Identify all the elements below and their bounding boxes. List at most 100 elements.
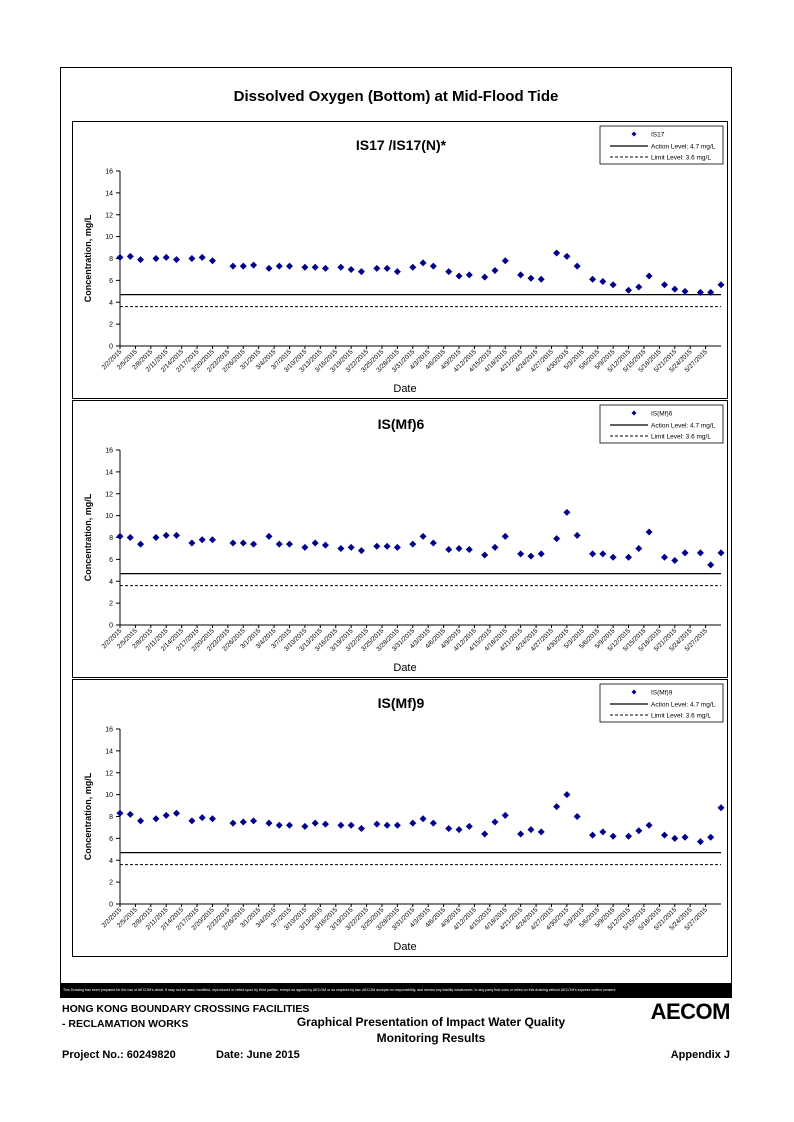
y-tick-label: 14	[105, 190, 113, 197]
data-point	[229, 262, 237, 270]
y-tick-label: 12	[105, 491, 113, 498]
data-point	[116, 532, 124, 540]
legend-label-action: Action Level: 4.7 mg/L	[651, 702, 716, 709]
legend-label-series: IS(Mf)9	[651, 690, 673, 697]
y-tick-label: 4	[109, 579, 113, 586]
footer-project-number: Project No.: 60249820	[62, 1049, 176, 1061]
footer-drawing-title-1: Graphical Presentation of Impact Water Q…	[296, 1015, 566, 1029]
data-point	[501, 257, 509, 265]
data-point	[527, 552, 535, 560]
data-point	[429, 262, 437, 270]
data-point	[126, 252, 134, 260]
data-point	[553, 535, 561, 543]
data-point	[573, 531, 581, 539]
legend-label-series: IS17	[651, 132, 665, 139]
data-point	[393, 821, 401, 829]
data-point	[152, 534, 160, 541]
y-axis-title: Concentration, mg/L	[83, 214, 93, 302]
data-point	[275, 262, 283, 270]
chart-panel-1: IS17 /IS17(N)* 0 2 4 6 8 10 12 14 16 2/2/2015 2/5/2…	[72, 121, 728, 399]
data-point	[347, 543, 355, 551]
data-point	[501, 811, 509, 819]
data-point	[696, 288, 704, 296]
data-point	[301, 263, 309, 271]
data-point	[239, 539, 247, 547]
data-point	[573, 813, 581, 820]
data-point	[681, 287, 689, 295]
y-tick-label: 0	[109, 902, 113, 909]
legend-label-limit: Limit Level: 3.6 mg/L	[651, 434, 711, 441]
y-tick-label: 4	[109, 858, 113, 865]
data-point	[465, 271, 473, 279]
y-tick-label: 6	[109, 278, 113, 285]
y-tick-label: 16	[105, 169, 113, 176]
data-point	[563, 252, 571, 260]
data-point	[198, 253, 206, 261]
data-point	[301, 543, 309, 551]
data-point	[563, 791, 571, 799]
data-point	[188, 539, 196, 547]
y-axis-title: Concentration, mg/L	[83, 493, 93, 581]
data-point	[599, 550, 607, 558]
data-point	[393, 268, 401, 276]
y-tick-label: 16	[105, 727, 113, 734]
data-point	[671, 556, 679, 564]
data-point	[553, 249, 561, 257]
data-point	[337, 544, 345, 552]
footer-date: Date: June 2015	[216, 1049, 300, 1061]
figure-frame: Dissolved Oxygen (Bottom) at Mid-Flood T…	[60, 67, 732, 998]
y-tick-label: 0	[109, 623, 113, 630]
legend-box	[599, 683, 724, 723]
data-point	[229, 539, 237, 547]
data-point	[152, 255, 160, 262]
data-point	[250, 261, 258, 269]
data-point	[321, 541, 329, 549]
data-point	[707, 833, 715, 841]
data-point	[373, 264, 381, 272]
y-tick-label: 0	[109, 344, 113, 351]
data-point	[537, 275, 545, 283]
y-tick-label: 2	[109, 880, 113, 887]
y-tick-label: 2	[109, 601, 113, 608]
data-point	[188, 255, 196, 262]
data-point	[445, 268, 453, 276]
data-point	[645, 821, 653, 829]
data-point	[265, 264, 273, 272]
data-point	[409, 540, 417, 548]
data-point	[481, 551, 489, 559]
y-tick-label: 10	[105, 792, 113, 799]
data-point	[321, 820, 329, 828]
data-point	[126, 810, 134, 818]
data-point	[501, 532, 509, 540]
data-point	[126, 534, 134, 541]
data-point	[537, 550, 545, 558]
data-point	[599, 277, 607, 285]
data-point	[173, 256, 181, 264]
x-axis-title: Date	[393, 941, 416, 953]
y-tick-label: 16	[105, 448, 113, 455]
data-point	[465, 822, 473, 830]
data-point	[537, 828, 545, 836]
data-point	[173, 531, 181, 539]
legend-box	[599, 125, 724, 165]
chart-title: IS(Mf)9	[378, 695, 425, 711]
data-point	[573, 262, 581, 270]
data-point	[250, 817, 258, 825]
data-point	[635, 827, 643, 835]
data-point	[321, 264, 329, 272]
data-point	[696, 838, 704, 846]
legend-label-series: IS(Mf)6	[651, 411, 673, 418]
data-point	[645, 272, 653, 280]
data-point	[311, 819, 319, 827]
y-tick-label: 2	[109, 322, 113, 329]
footer-project-name: HONG KONG BOUNDARY CROSSING FACILITIES	[62, 1003, 310, 1015]
data-point	[357, 547, 365, 555]
data-point	[162, 811, 170, 819]
y-tick-label: 14	[105, 469, 113, 476]
chart-is-mf9: IS(Mf)902468101214162/2/20152/5/20152/8/…	[83, 683, 725, 953]
data-point	[357, 268, 365, 276]
data-point	[635, 544, 643, 552]
data-point	[137, 256, 145, 264]
footer-appendix: Appendix J	[670, 1049, 730, 1061]
data-point	[116, 253, 124, 261]
